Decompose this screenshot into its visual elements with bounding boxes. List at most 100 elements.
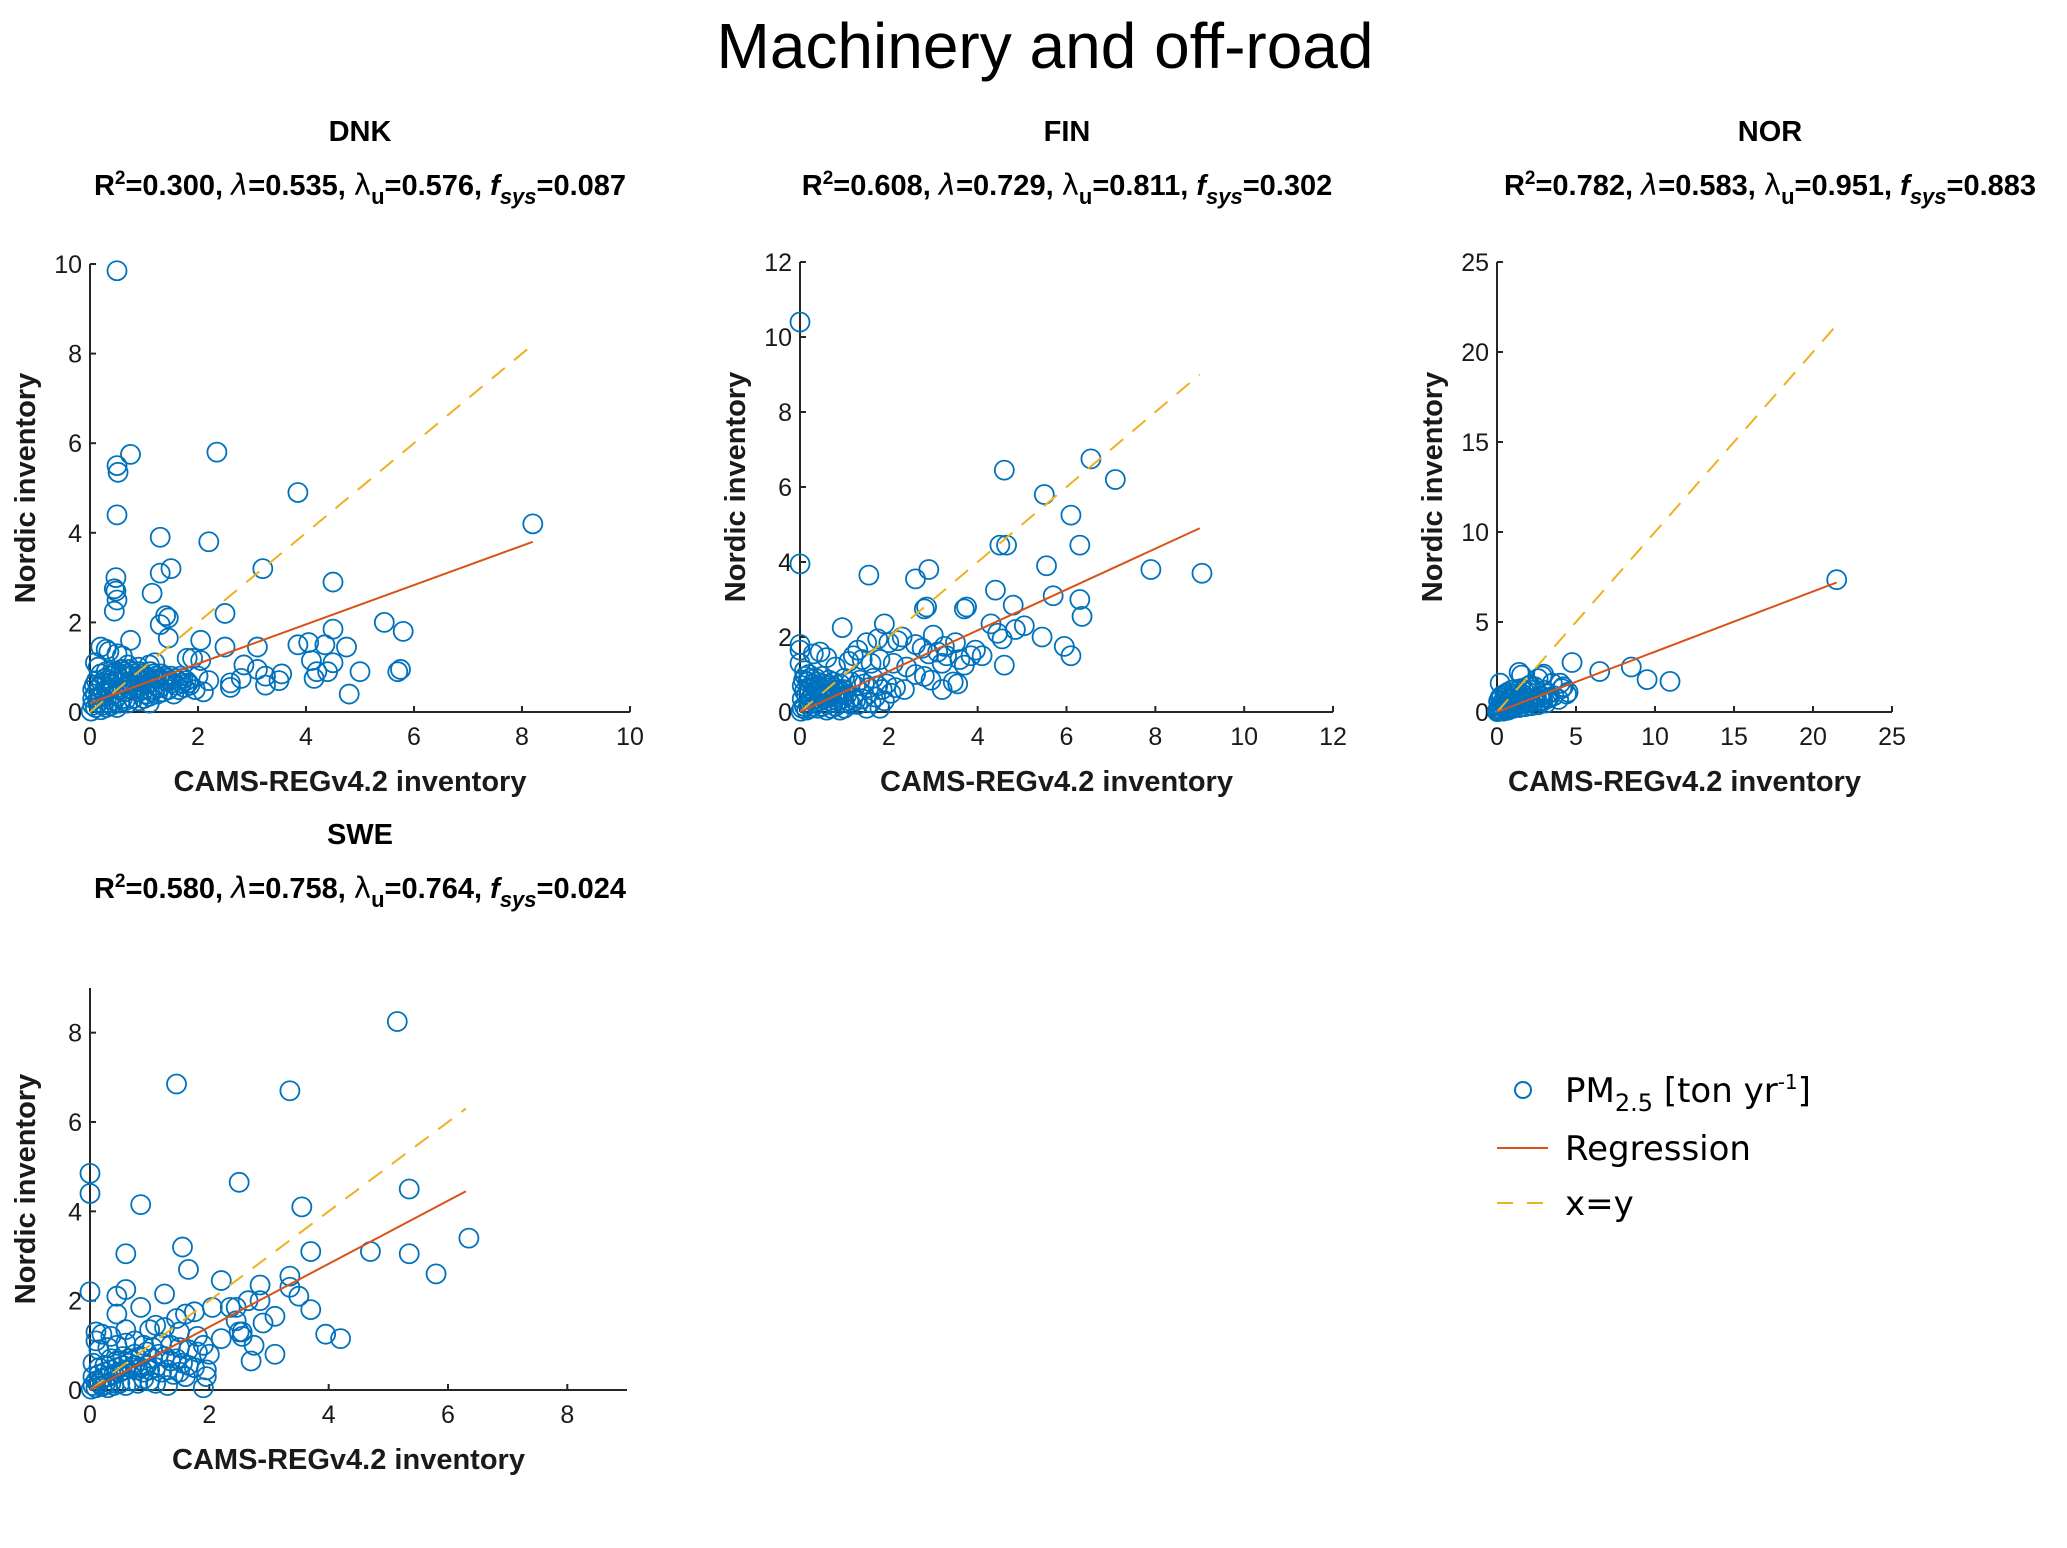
data-point [190, 650, 212, 671]
data-point [985, 579, 1006, 601]
data-point [809, 641, 831, 663]
data-point [458, 1227, 480, 1249]
data-point [1191, 562, 1213, 584]
data-point [79, 1162, 101, 1184]
data-point [271, 663, 293, 685]
x-tick-label: 8 [1148, 723, 1162, 751]
data-point [1507, 680, 1528, 702]
x-tick-label: 0 [793, 723, 807, 751]
data-point [989, 534, 1011, 556]
data-point [1036, 555, 1057, 577]
x-tick-label: 0 [83, 723, 97, 751]
data-point [918, 559, 940, 580]
data-point [198, 531, 220, 553]
panel-fin: FIN R2=0.608, λ=0.729, λu=0.811, fsys=0.3… [720, 116, 1347, 798]
x-tick-label: 20 [1799, 723, 1827, 751]
data-point [279, 1265, 301, 1287]
data-point [141, 582, 163, 604]
data-point [1659, 671, 1681, 692]
data-point [169, 1361, 190, 1383]
data-point [219, 672, 241, 694]
data-point [991, 628, 1013, 650]
data-point [945, 632, 966, 654]
y-tick-label: 0 [68, 1377, 82, 1405]
panel-stats: R2=0.608, λ=0.729, λu=0.811, fsys=0.302 [802, 168, 1333, 209]
panels: DNK R2=0.300, λ=0.535, λu=0.576, fsys=0.0… [10, 116, 2036, 1476]
y-tick-label: 25 [1461, 249, 1489, 277]
y-tick-label: 0 [778, 699, 792, 727]
data-point [130, 1296, 152, 1318]
data-point [851, 688, 873, 710]
data-point [398, 1178, 420, 1200]
data-point [336, 636, 357, 658]
data-point [106, 455, 128, 477]
data-point [201, 1296, 223, 1318]
data-point [190, 629, 212, 651]
data-point [947, 673, 969, 695]
data-point [1042, 585, 1064, 607]
y-tick-label: 8 [68, 341, 82, 369]
x-tick-label: 0 [1490, 723, 1504, 751]
data-point [249, 1274, 271, 1296]
y-tick-label: 6 [68, 430, 82, 458]
data-point [867, 628, 889, 650]
y-tick-label: 8 [68, 1020, 82, 1048]
data-point [157, 1359, 178, 1381]
x-tick-label: 2 [202, 1401, 216, 1429]
data-point [130, 1194, 152, 1216]
data-point [1543, 685, 1565, 707]
data-point [160, 558, 182, 580]
data-point [149, 526, 171, 548]
data-points [79, 1011, 480, 1400]
data-point [1005, 619, 1026, 640]
data-point [931, 679, 953, 700]
data-point [996, 534, 1017, 556]
data-point [120, 443, 141, 465]
panel-swe: SWE R2=0.580, λ=0.758, λu=0.764, fsys=0.0… [10, 819, 627, 1476]
y-tick-label: 2 [68, 1288, 82, 1316]
y-tick-label: 12 [764, 249, 792, 277]
y-tick-label: 4 [68, 520, 82, 548]
y-tick-label: 5 [1475, 609, 1489, 637]
data-point [1486, 701, 1508, 723]
data-point [264, 1343, 286, 1365]
x-axis-label: CAMS-REGv4.2 inventory [880, 766, 1233, 798]
x-tick-label: 10 [616, 723, 644, 751]
data-point [1589, 661, 1611, 682]
data-point [931, 652, 953, 674]
data-point [851, 649, 873, 670]
panel-dnk: DNK R2=0.300, λ=0.535, λu=0.576, fsys=0.0… [10, 116, 644, 798]
data-point [860, 652, 882, 674]
data-point [287, 634, 309, 656]
x-axis-label: CAMS-REGv4.2 inventory [1508, 766, 1861, 798]
data-point [198, 1343, 220, 1365]
data-point [192, 1377, 214, 1399]
panel-stats: R2=0.580, λ=0.758, λu=0.764, fsys=0.024 [94, 871, 626, 912]
data-points [1486, 569, 1848, 723]
data-point [249, 1290, 271, 1312]
data-point [789, 311, 811, 333]
y-axis-label: Nordic inventory [720, 372, 752, 602]
x-tick-label: 8 [560, 1401, 574, 1429]
data-point [287, 482, 309, 503]
data-point [873, 690, 895, 712]
data-point [956, 596, 977, 618]
identity-line [799, 373, 1201, 713]
data-point [115, 1243, 137, 1265]
data-point [214, 603, 236, 624]
x-tick-label: 8 [515, 723, 529, 751]
data-point [112, 688, 133, 709]
data-point [887, 630, 909, 652]
data-point [264, 1305, 286, 1327]
data-point [178, 1259, 199, 1280]
data-point [1826, 569, 1848, 591]
data-point [387, 661, 409, 683]
data-point [233, 654, 255, 676]
data-point [960, 645, 982, 667]
data-point [1104, 469, 1126, 490]
x-axis-label: CAMS-REGv4.2 inventory [174, 766, 527, 798]
data-point [821, 680, 843, 702]
data-point [115, 1375, 137, 1396]
data-point [154, 1283, 175, 1305]
data-point [157, 627, 179, 649]
